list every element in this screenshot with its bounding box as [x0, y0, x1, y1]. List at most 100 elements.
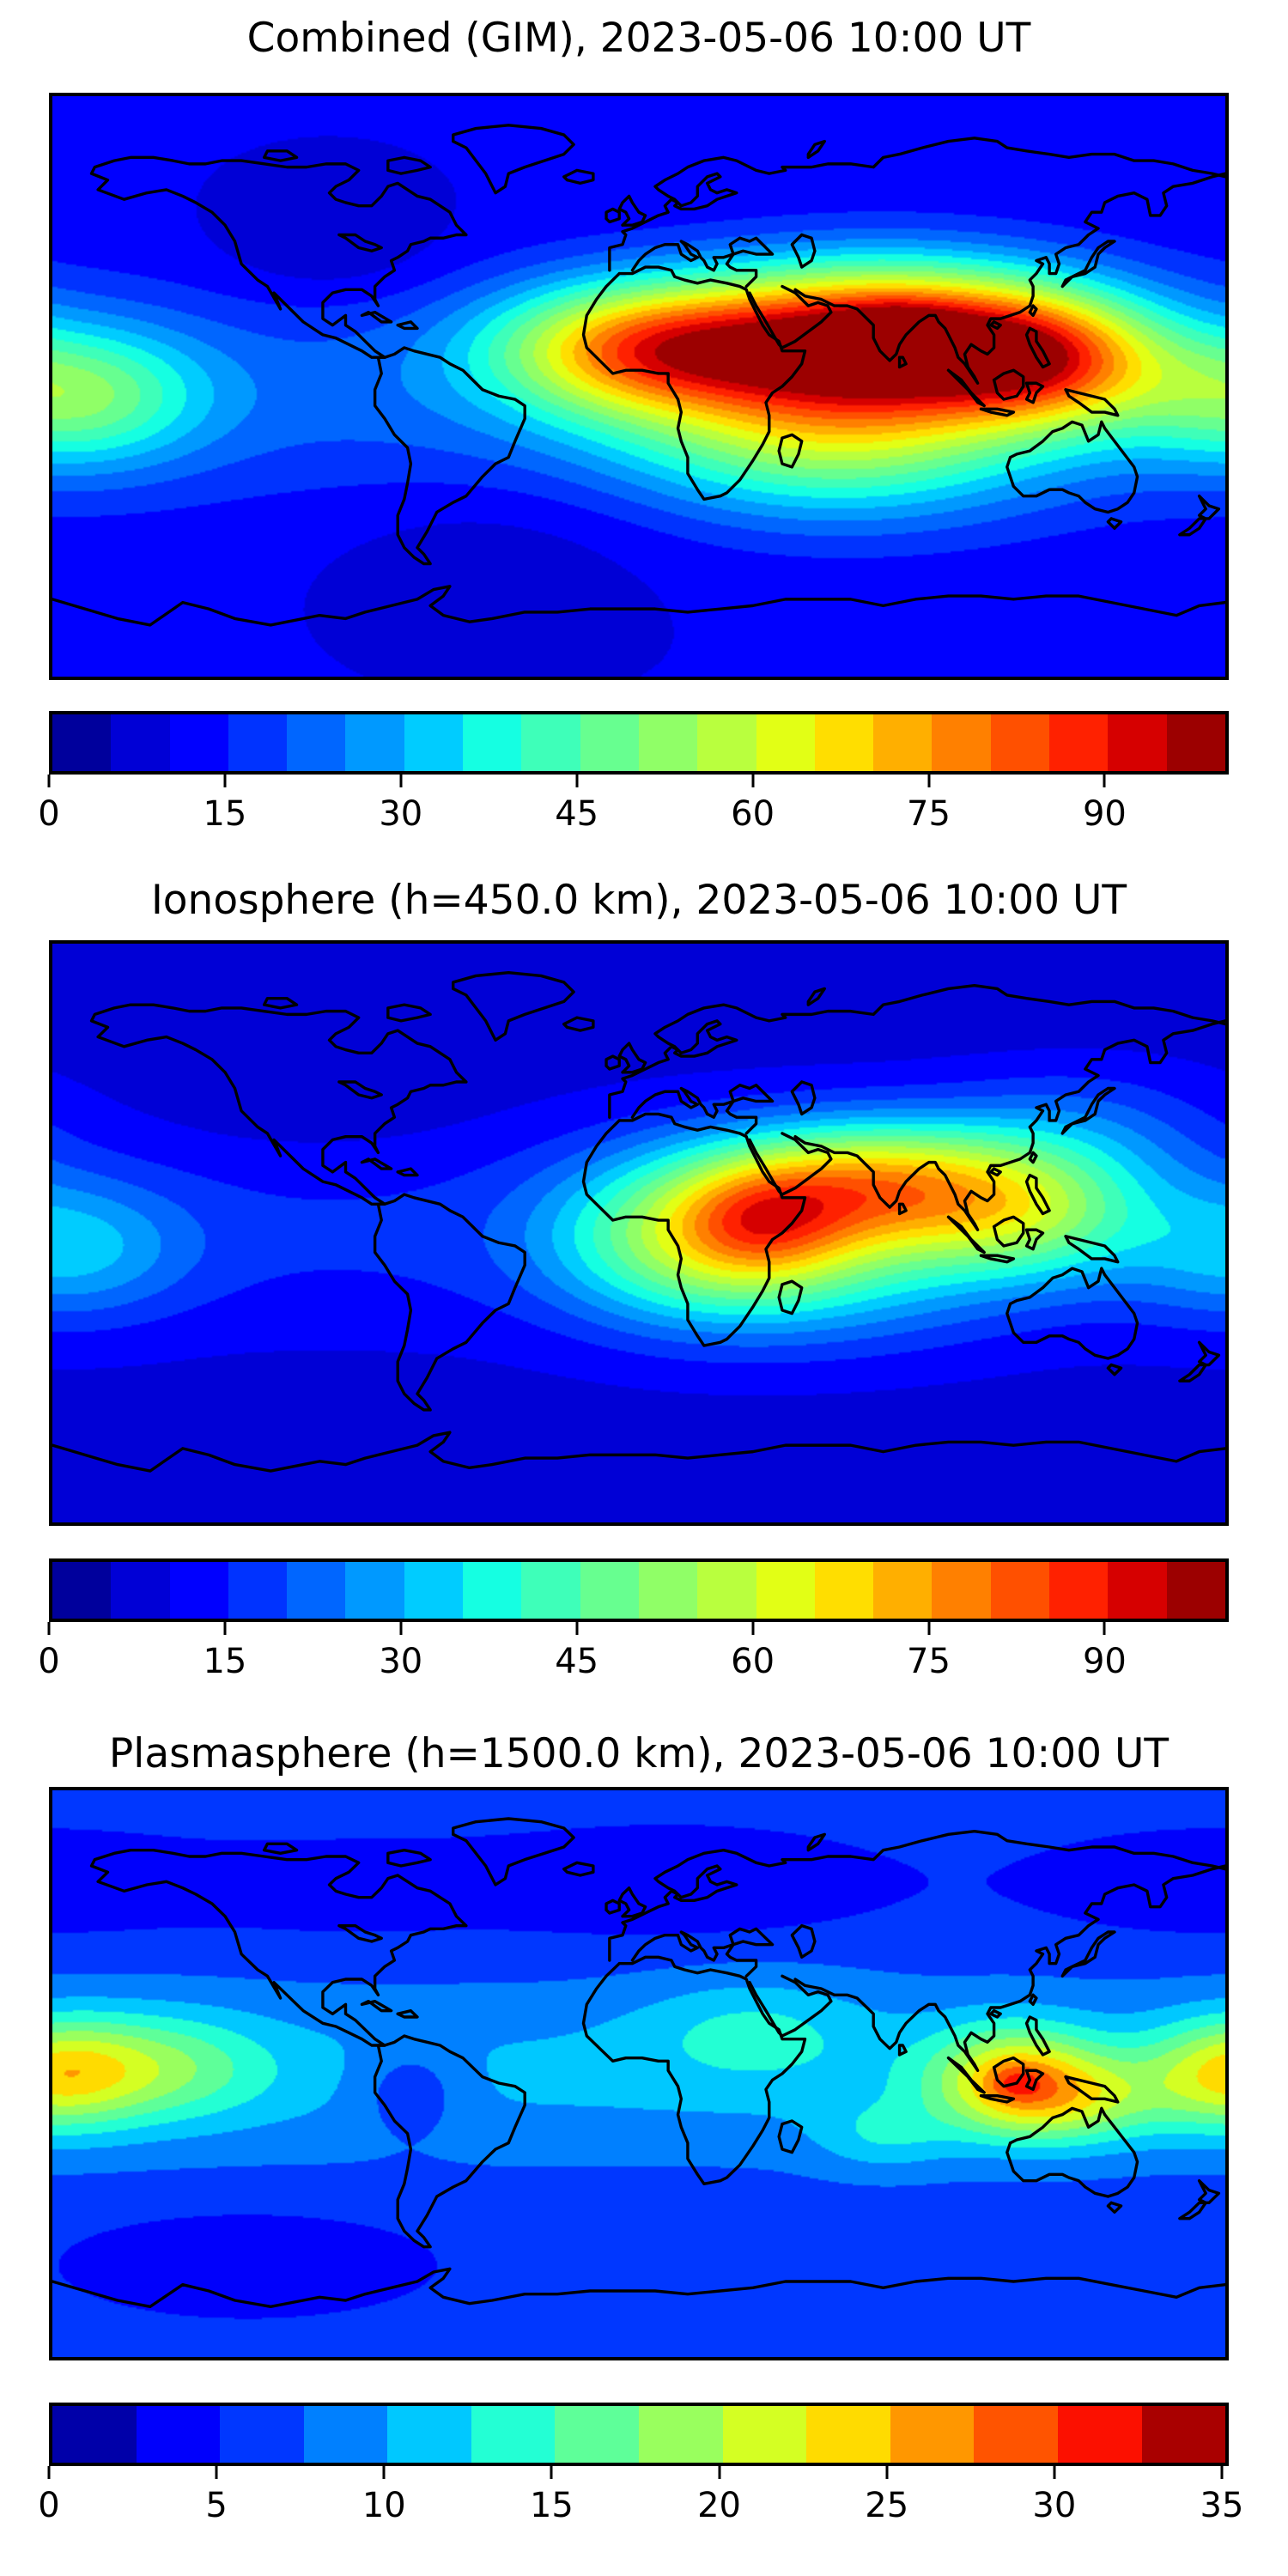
colorbar-segment [932, 714, 991, 771]
coastline-path [1108, 519, 1121, 528]
colorbar-segment [1049, 1562, 1109, 1619]
coastline-path [398, 2011, 417, 2017]
colorbar-segment [345, 714, 404, 771]
coastline-path [792, 1926, 815, 1958]
coastline-path [1030, 1152, 1036, 1162]
coastline-path [583, 1957, 805, 2184]
coastline-path [779, 434, 802, 467]
coastline-path [1007, 1268, 1138, 1358]
colorbar-tick-label: 0 [38, 1642, 60, 1681]
colorbar-tick-label: 45 [555, 1642, 599, 1681]
coastline-path [264, 1844, 297, 1853]
coastline-path [564, 1862, 593, 1875]
colorbar-tick-label: 90 [1082, 794, 1127, 834]
colorbar-tick-mark [927, 1622, 930, 1635]
coastline-path [1108, 1365, 1121, 1375]
coastline-path [948, 2058, 984, 2093]
coastline-path [1066, 390, 1118, 416]
colorbar-segment [932, 1562, 991, 1619]
colorbar-tick-label: 90 [1082, 1642, 1127, 1681]
colorbar-segment [697, 714, 756, 771]
coastline-path [264, 151, 297, 161]
colorbar-tick-mark [751, 1622, 755, 1635]
colorbar-segment [1141, 2406, 1226, 2463]
colorbar-tick-mark [399, 775, 403, 787]
coastline-path [632, 1932, 756, 1976]
colorbar-segment [555, 2406, 640, 2463]
world-map-plasmasphere [49, 1787, 1229, 2360]
tec-contour-canvas [52, 96, 1225, 677]
coastline-path [948, 370, 984, 405]
colorbar-segment [580, 714, 639, 771]
colorbar-segment [1108, 714, 1167, 771]
coastline-path [1007, 422, 1138, 512]
colorbar-tick-mark [885, 2466, 889, 2479]
colorbar-segment [580, 1562, 639, 1619]
coastline-path [1027, 383, 1043, 403]
colorbar-segment [52, 714, 112, 771]
colorbar-segment [345, 1562, 404, 1619]
coastline-path [991, 322, 1000, 329]
colorbar-segment [404, 714, 464, 771]
coastline-path [991, 2011, 1000, 2017]
colorbar-tick-label: 30 [1032, 2486, 1077, 2525]
coastline-path [795, 1866, 1225, 2070]
colorbar-segment [136, 2406, 221, 2463]
colorbar-tick-mark [215, 2466, 218, 2479]
coastline-path [92, 1850, 466, 2045]
colorbar-tick-mark [575, 1622, 579, 1635]
colorbar-segment [756, 714, 815, 771]
colorbar-tick-mark [751, 775, 755, 787]
coastline-path [795, 173, 1225, 383]
colorbar-segment [471, 2406, 556, 2463]
coastline-path [730, 1085, 772, 1102]
colorbar-combined-gim [49, 711, 1229, 775]
map-title-plasmasphere: Plasmasphere (h=1500.0 km), 2023-05-06 1… [108, 1730, 1170, 1777]
colorbar-segment [638, 1562, 698, 1619]
coastline-path [264, 999, 297, 1008]
coastline-path [1066, 2077, 1118, 2102]
tec-contour-canvas [52, 1790, 1225, 2357]
coastline-path [750, 1133, 831, 1194]
colorbar-tick-mark [1103, 1622, 1106, 1635]
coastline-path [1062, 1089, 1115, 1133]
colorbar-segment [228, 714, 288, 771]
coastline-path [1108, 2202, 1121, 2212]
colorbar-tick-mark [1103, 775, 1106, 787]
coastline-path [339, 1082, 381, 1098]
coastline-path [375, 2036, 526, 2247]
colorbar-segment [521, 714, 580, 771]
colorbar-segment [287, 714, 346, 771]
coastline-path [1030, 306, 1036, 315]
colorbar-segment [873, 714, 933, 771]
colorbar-segment [990, 714, 1050, 771]
colorbar-ionosphere [49, 1558, 1229, 1622]
coastline-path [1180, 496, 1219, 535]
colorbar-tick-label: 60 [731, 1642, 775, 1681]
colorbar-segment [521, 1562, 580, 1619]
coastline-path [453, 973, 574, 1041]
coastline-path [1066, 1236, 1118, 1262]
colorbar-segment [890, 2406, 975, 2463]
coastline-path [730, 1929, 772, 1944]
coastline-path [375, 1194, 526, 1410]
colorbar-tick-mark [47, 775, 51, 787]
colorbar-segment [111, 1562, 170, 1619]
coastline-path [453, 125, 574, 193]
coastline-path [1027, 1176, 1050, 1214]
coastline-path [750, 1976, 831, 2036]
coastlines-layer [52, 1790, 1225, 2357]
colorbar-segment [463, 1562, 522, 1619]
colorbar-segment [287, 1562, 346, 1619]
coastline-path [779, 1281, 802, 1313]
colorbar-segment [228, 1562, 288, 1619]
colorbar-segment [387, 2406, 471, 2463]
coastline-path [583, 267, 805, 499]
colorbar-tick-label: 15 [529, 2486, 574, 2525]
coastline-path [453, 1819, 574, 1885]
colorbar-tick-mark [1053, 2466, 1056, 2479]
colorbar-segment [463, 714, 522, 771]
colorbar-tick-mark [47, 1622, 51, 1635]
coastline-path [994, 1217, 1024, 1246]
colorbar-segment [404, 1562, 464, 1619]
